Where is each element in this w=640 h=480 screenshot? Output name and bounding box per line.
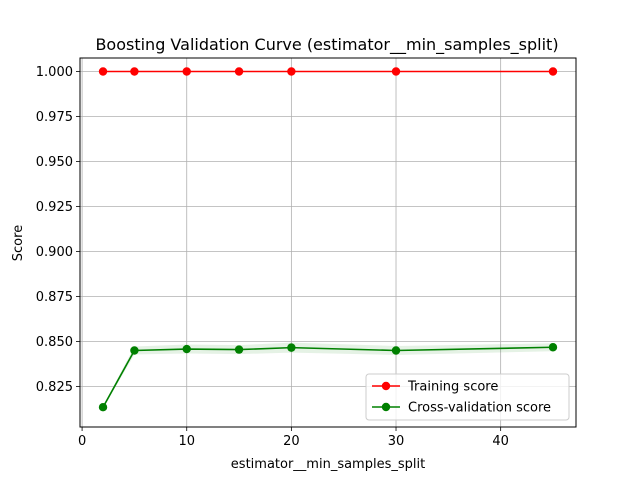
y-tick-label: 0.875 <box>36 290 73 305</box>
legend: Training score Cross-validation score <box>365 373 570 421</box>
plot-frame <box>79 57 577 428</box>
y-axis-label: Score <box>11 225 26 261</box>
y-tick-label: 0.925 <box>36 200 73 215</box>
series-points <box>98 67 558 412</box>
cross-validation-score-point <box>130 346 139 355</box>
y-tick-label: 0.850 <box>36 335 73 350</box>
x-tick-label: 20 <box>283 434 300 449</box>
x-tick-label: 0 <box>78 434 86 449</box>
y-tick-label: 0.825 <box>36 380 73 395</box>
chart-title: Boosting Validation Curve (estimator__mi… <box>95 35 558 55</box>
legend-training-label: Training score <box>407 380 498 395</box>
training-score-point <box>287 67 296 76</box>
training-score-point <box>130 67 139 76</box>
training-score-point <box>548 67 558 76</box>
y-tick-label: 0.975 <box>36 110 73 125</box>
training-score-point <box>98 67 108 76</box>
training-score-point <box>391 67 401 76</box>
training-score-point <box>234 67 244 76</box>
cross-validation-score-point <box>287 343 296 352</box>
cross-validation-score-point <box>98 403 108 412</box>
y-axis-ticks: 0.825 0.850 0.875 0.900 0.925 0.950 0.975 1.000 <box>36 65 80 395</box>
training-score-point <box>182 67 191 76</box>
legend-cross-validation-marker <box>381 402 391 412</box>
x-axis-label: estimator__min_samples_split <box>231 457 425 472</box>
cross-validation-score-point <box>182 344 191 354</box>
y-tick-label: 0.950 <box>36 155 73 170</box>
y-tick-label: 0.900 <box>36 245 73 260</box>
cross-validation-score-point <box>234 345 244 354</box>
cross-validation-std-band <box>103 342 553 409</box>
x-tick-label: 40 <box>492 434 509 449</box>
x-tick-label: 30 <box>388 434 405 449</box>
cross-validation-score-point <box>548 343 558 352</box>
legend-training-marker <box>381 381 391 391</box>
legend-box <box>365 373 570 421</box>
cross-validation-score-point <box>391 346 401 355</box>
y-tick-label: 1.000 <box>36 65 73 80</box>
x-axis-ticks: 0 10 20 30 40 <box>78 427 509 449</box>
x-tick-label: 10 <box>178 434 195 449</box>
std-bands <box>103 342 553 409</box>
legend-cross-validation-label: Cross-validation score <box>408 401 551 416</box>
grid-lines <box>80 58 576 427</box>
